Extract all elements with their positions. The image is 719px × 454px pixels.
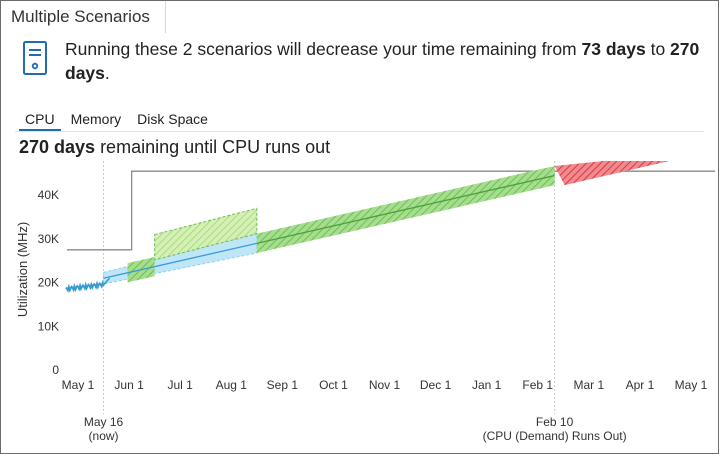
panel-title: Multiple Scenarios (11, 7, 150, 26)
title-bar: Multiple Scenarios (1, 1, 166, 33)
utilization-chart: Utilization (MHz) 0 10K 20K 30K 40K May 1 Jun 1… (15, 161, 715, 443)
x-tick-label: Jul 1 (167, 378, 193, 392)
x-tick-label: Jan 1 (472, 378, 502, 392)
x-tick-label: May 1 (675, 378, 708, 392)
x-tick-label: Dec 1 (420, 378, 452, 392)
observed-to-projection-link (102, 277, 111, 286)
summary-middle: to (645, 39, 671, 59)
tab-divider (15, 131, 704, 132)
runout-marker-date: Feb 10 (536, 415, 574, 429)
capacity-line (67, 170, 715, 251)
projected-usage-line (103, 242, 257, 279)
x-tick-label: May 1 (62, 378, 95, 392)
x-tick-label: Nov 1 (369, 378, 401, 392)
x-tick-label: Oct 1 (319, 378, 348, 392)
tab-cpu[interactable]: CPU (19, 109, 61, 131)
scenario-summary: Running these 2 scenarios will decrease … (65, 37, 705, 85)
y-tick-label: 30K (38, 232, 59, 246)
server-icon (23, 41, 47, 75)
x-tick-label: Feb 1 (522, 378, 553, 392)
x-tick-label: Mar 1 (573, 378, 604, 392)
y-tick-label: 0 (52, 363, 59, 377)
x-tick-label: Apr 1 (626, 378, 655, 392)
summary-suffix: . (104, 63, 110, 83)
y-tick-label: 40K (38, 188, 59, 202)
now-marker-caption: (now) (89, 429, 119, 443)
tab-disk-space[interactable]: Disk Space (137, 111, 208, 127)
headline-rest: remaining until CPU runs out (95, 137, 331, 157)
observed-usage-line (65, 279, 105, 293)
projected-growth-line (256, 174, 555, 244)
now-marker-date: May 16 (84, 415, 124, 429)
x-tick-label: Jun 1 (114, 378, 144, 392)
y-tick-label: 20K (38, 276, 59, 290)
summary-prefix: Running these 2 scenarios will decrease … (65, 39, 582, 59)
headline-days: 270 days (19, 137, 96, 157)
tab-memory[interactable]: Memory (70, 111, 122, 127)
scenario-increase-band (154, 207, 258, 261)
remaining-headline: 270 days remaining until CPU runs out (19, 137, 330, 158)
y-tick-label: 10K (38, 319, 59, 333)
summary-from-days: 73 days (581, 39, 646, 59)
y-axis-title: Utilization (MHz) (15, 222, 30, 317)
runout-marker-caption: (CPU (Demand) Runs Out) (483, 429, 627, 443)
x-tick-label: Sep 1 (267, 378, 299, 392)
runout-band (554, 161, 670, 186)
resource-tabs: CPU Memory Disk Space (19, 109, 218, 131)
x-tick-label: Aug 1 (216, 378, 248, 392)
summary-to-days: 270 days (65, 39, 700, 83)
